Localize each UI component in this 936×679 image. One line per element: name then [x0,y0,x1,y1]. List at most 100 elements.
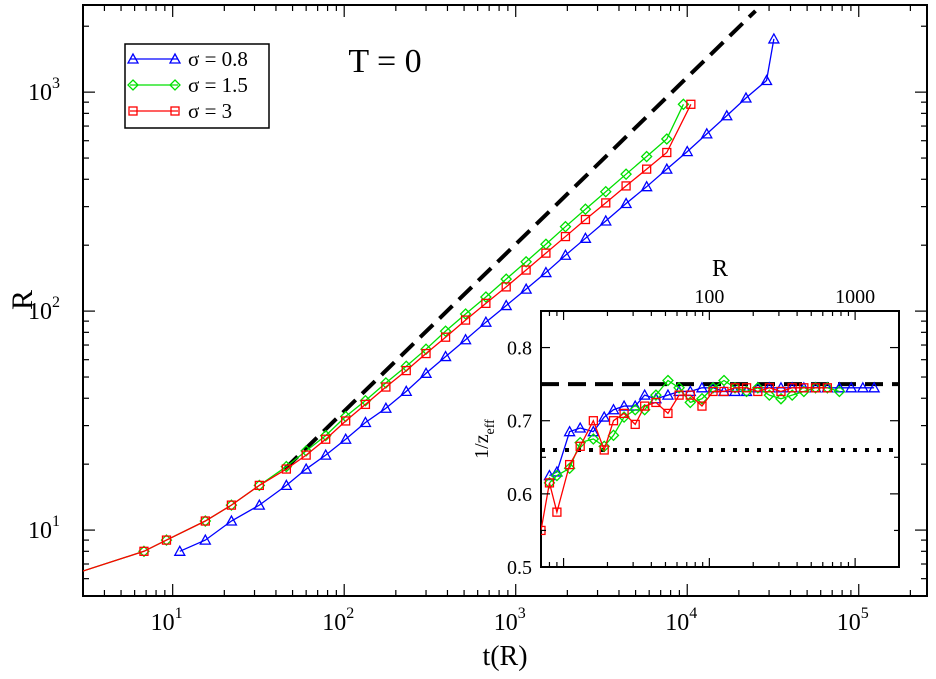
legend: σ = 0.8σ = 1.5σ = 3 [124,43,270,129]
series-sigma-0-8-point [439,350,452,362]
series-sigma-3-point [621,181,631,191]
y-tick-label: 103 [28,75,60,106]
inset-series-group [541,374,881,536]
series-sigma-0-8-point [339,432,352,444]
series-sigma-0-8-point [681,145,694,157]
inset-series-sigma-3-point [685,390,695,400]
series-sigma-3-point [301,450,311,460]
legend-marker [127,79,139,91]
inset-series-sigma-1-5-point [629,403,642,416]
inset-y-axis-title: 1/zeff [471,419,498,459]
series-sigma-3-point [460,315,471,325]
legend-box [124,43,270,129]
inset-series-sigma-3-point [787,383,797,393]
inset-series-sigma-1-5-point [673,381,686,394]
series-sigma-1-5-point [459,308,472,320]
inset-series-sigma-3-point [640,401,650,411]
x-tick-label: 105 [837,605,869,636]
series-sigma-1-5-point [520,255,533,268]
inset-plot: 100 1000 0.5 0.6 0.7 0.8 R 1/zeff [471,256,900,579]
series-sigma-3-point [254,480,264,491]
main-guide-lines [283,9,757,471]
inset-series-sigma-0-8-point [845,381,858,393]
series-sigma-0-8-point [253,498,266,510]
legend-marker [169,79,181,91]
inset-frame [540,310,900,568]
series-sigma-0-8-point [660,162,673,174]
x-axis-title: t(R) [482,641,527,672]
series-sigma-0-8-point [500,299,513,311]
series-sigma-3-point [521,265,531,275]
x-tick-label: 102 [322,605,354,636]
series-sigma-3-point [321,434,331,444]
inset-series-sigma-1-5-point [650,389,662,402]
inset-y-tick-label: 0.6 [507,484,532,506]
series-sigma-0-8-point [559,248,572,260]
inset-series-sigma-1-5-point [775,392,787,405]
inset-y-axis: 0.5 0.6 0.7 0.8 [507,310,899,579]
inset-series-sigma-3-point [741,383,752,393]
inset-series-sigma-1-5-point [543,476,556,489]
inset-series-sigma-1-5-point [821,381,834,394]
series-sigma-0-8-point [700,127,713,139]
series-sigma-3-point [580,214,591,225]
series-sigma-0-8-point [539,266,553,278]
series-sigma-3-point [662,147,672,158]
series-sigma-0-8-point [419,366,433,378]
inset-series-sigma-1-5-point [587,433,600,445]
series-sigma-3-point [642,164,652,174]
series-sigma-3-point [481,298,491,309]
series-sigma-1-5-point [379,376,392,389]
inset-series-sigma-0-8-point [856,381,869,393]
legend-label: σ = 0.8 [188,47,248,71]
legend-entry-sigma-0-8: σ = 0.8 [126,47,248,71]
inset-series-sigma-3-point [544,478,555,488]
series-sigma-0-8-point [767,32,780,44]
inset-series-sigma-1-5-point [707,381,719,394]
series-sigma-0-8-point [579,231,592,243]
series-sigma-0-8-line [179,38,775,552]
inset-series-sigma-0-8-point [638,388,651,400]
series-sigma-1-5-point [599,185,612,198]
inset-series-sigma-1-5-point [684,396,697,409]
inset-series-sigma-1-5-point [797,385,810,398]
inset-series-sigma-1-5-point [718,374,730,387]
legend-label: σ = 3 [188,99,232,123]
series-sigma-3-point [560,231,571,242]
series-sigma-0-8-point [400,385,413,397]
main-plot-frame [82,4,928,597]
inset-series-sigma-0-8-point [598,410,611,422]
inset-series-sigma-1-5-point [550,469,563,482]
series-sigma-3-point [360,399,371,410]
inset-series-sigma-1-5-point [751,381,764,394]
series-sigma-3-point [281,464,292,474]
inset-series-sigma-0-8-point [833,381,846,393]
series-sigma-0-8-point [173,544,186,556]
inset-series-sigma-1-5-point [563,462,576,475]
series-sigma-1-5-point [439,325,452,338]
inset-series-sigma-3-point [822,383,833,393]
series-sigma-1-5-point [559,220,572,233]
series-sigma-0-8-point [280,479,293,491]
inset-series-sigma-0-8-point [574,421,587,433]
series-sigma-0-8-point [359,416,372,428]
series-sigma-3-point [440,332,451,342]
inset-series-sigma-3-point [776,386,786,397]
inset-series-sigma-1-5-point [740,385,753,398]
legend-marker [168,52,182,64]
inset-series-sigma-3-point [663,408,673,419]
x-tick-label: 104 [665,605,697,636]
series-sigma-0-8-point [599,214,612,226]
series-sigma-3-point [381,382,391,392]
series-sigma-3-point [226,500,237,510]
series-sigma-3 [83,99,696,572]
inset-series-sigma-3-point [588,416,598,426]
y-axis-title: R [6,290,39,310]
inset-series-sigma-3-point [753,386,763,397]
inset-series-sigma-3-point [697,401,707,411]
inset-series-sigma-3-point [810,383,821,393]
inset-series-sigma-1-5-point [696,392,708,405]
series-sigma-3-point [401,365,411,376]
inset-series-sigma-1-5-point [638,403,651,416]
